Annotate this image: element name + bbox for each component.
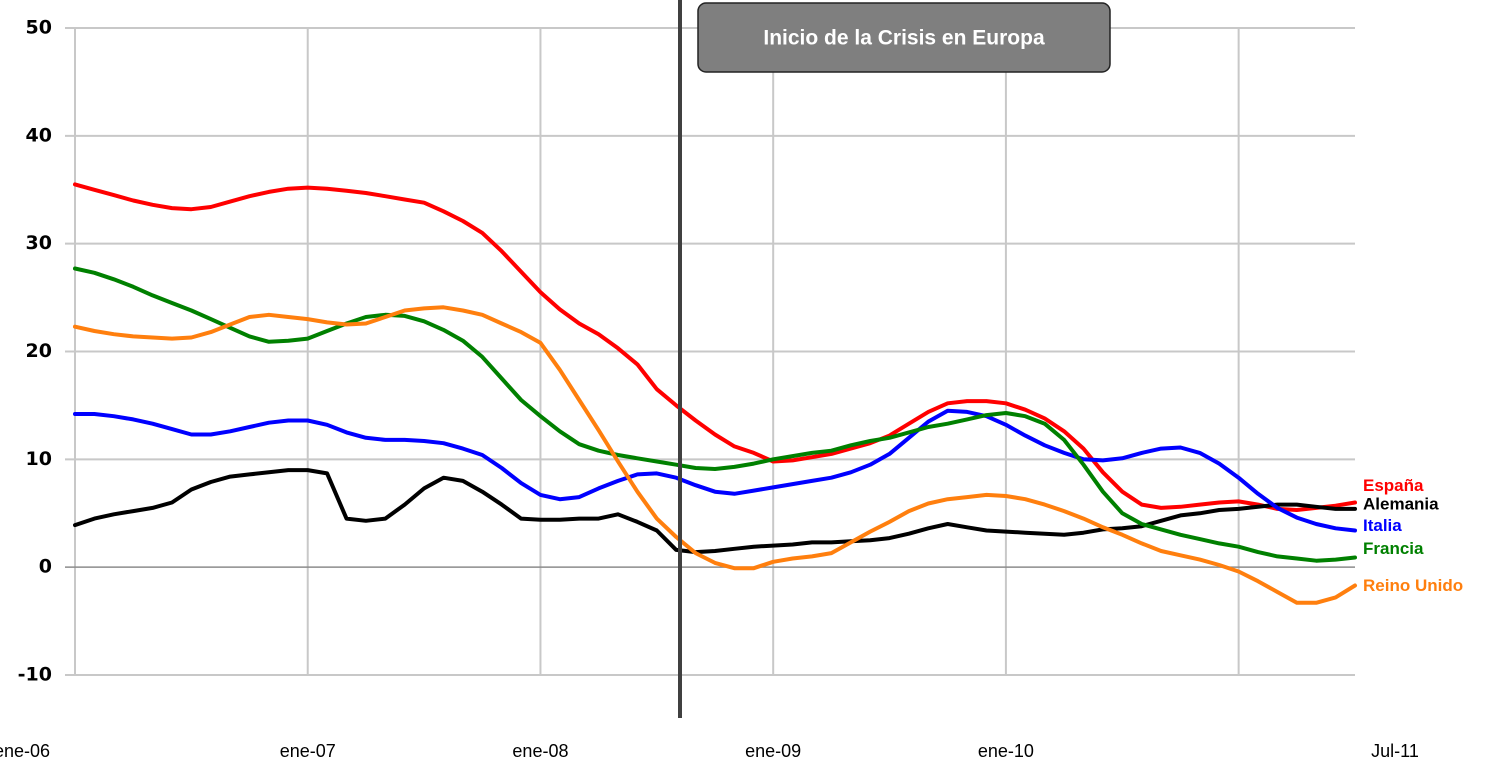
y-tick-label: 40 <box>26 124 52 146</box>
y-tick-label: -10 <box>18 664 52 686</box>
x-tick-label: ene-07 <box>280 741 336 761</box>
series-line <box>73 408 1357 533</box>
legend-label: Reino Unido <box>1363 576 1463 595</box>
grid <box>65 27 1355 676</box>
y-tick-label: 20 <box>26 340 52 362</box>
x-tick-label: ene-10 <box>978 741 1034 761</box>
x-tick-label: ene-08 <box>512 741 568 761</box>
y-tick-label: 30 <box>26 232 52 254</box>
legend-label: Alemania <box>1363 494 1439 513</box>
legend-label: España <box>1363 476 1424 495</box>
series-line <box>73 305 1357 605</box>
legend-label: Francia <box>1363 539 1424 558</box>
labels: -10 0 10 20 30 40 50 ene-06 ene-07 ene-08 ene-09 en… <box>0 17 1463 761</box>
annotation: Inicio de la Crisis en Europa <box>763 27 1045 50</box>
series-line <box>73 266 1357 563</box>
x-tick-label: Jul-11 <box>1371 741 1419 761</box>
legend-label: Italia <box>1363 516 1402 535</box>
x-tick-label: ene-09 <box>745 741 801 761</box>
annotation-box <box>697 2 1111 73</box>
series-line <box>73 468 1357 555</box>
lines <box>73 182 1357 605</box>
y-tick-label: 0 <box>39 556 52 578</box>
x-tick-label: ene-06 <box>0 741 50 761</box>
series-line <box>73 182 1357 512</box>
y-tick-label: 10 <box>26 448 52 470</box>
y-tick-label: 50 <box>26 17 52 39</box>
